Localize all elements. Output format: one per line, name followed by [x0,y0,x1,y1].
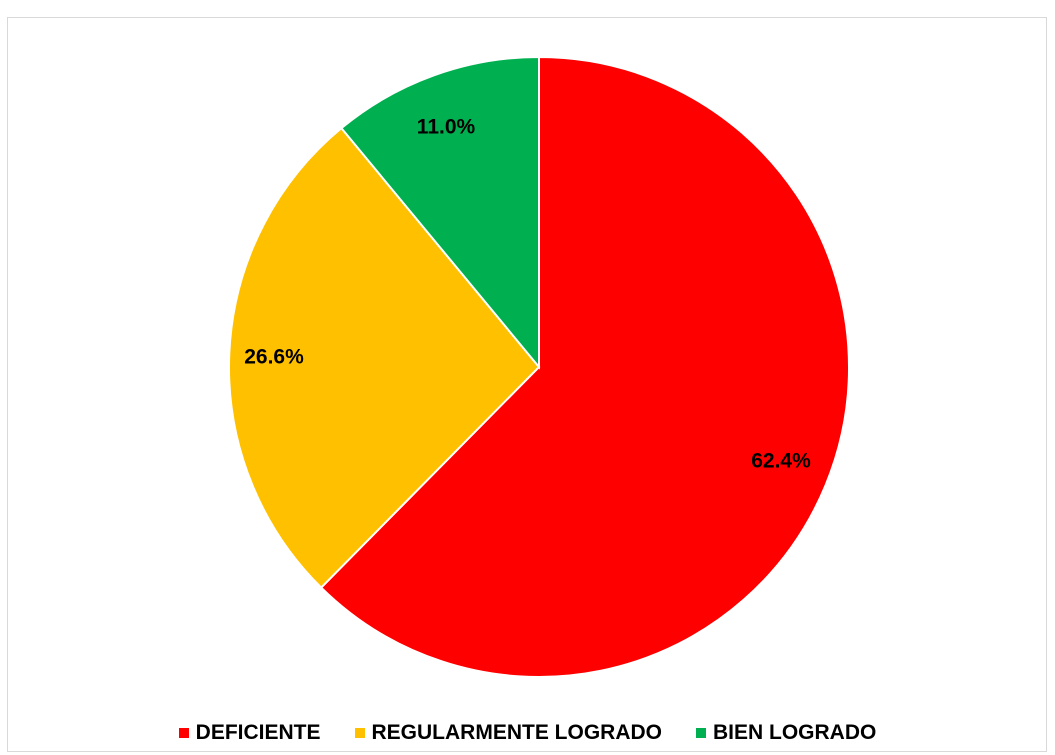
legend-swatch-regularmente-logrado [354,728,365,738]
chart-legend: DEFICIENTE REGULARMENTE LOGRADO BIEN LOG… [0,718,1055,748]
data-label-regularmente-logrado: 26.6% [244,346,304,369]
legend-item-deficiente[interactable]: DEFICIENTE [178,721,321,745]
legend-label-bien-logrado: BIEN LOGRADO [713,721,877,744]
pie-slice-bien-logrado[interactable] [339,55,540,370]
legend-label-deficiente: DEFICIENTE [195,721,321,744]
legend-item-bien-logrado[interactable]: BIEN LOGRADO [696,721,876,745]
legend-label-regularmente-logrado: REGULARMENTE LOGRADO [371,721,663,744]
pie-slice-regularmente-logrado[interactable] [227,126,541,589]
pie-data-labels: 62.4% 26.6% 11.0% [244,116,811,473]
pie-slices [227,55,850,678]
legend-swatch-deficiente [178,728,189,738]
legend-swatch-bien-logrado [696,728,706,738]
data-label-bien-logrado: 11.0% [417,116,476,139]
pie-slice-deficiente[interactable] [319,55,850,678]
legend-item-regularmente-logrado[interactable]: REGULARMENTE LOGRADO [354,721,663,745]
data-label-deficiente: 62.4% [751,450,811,473]
